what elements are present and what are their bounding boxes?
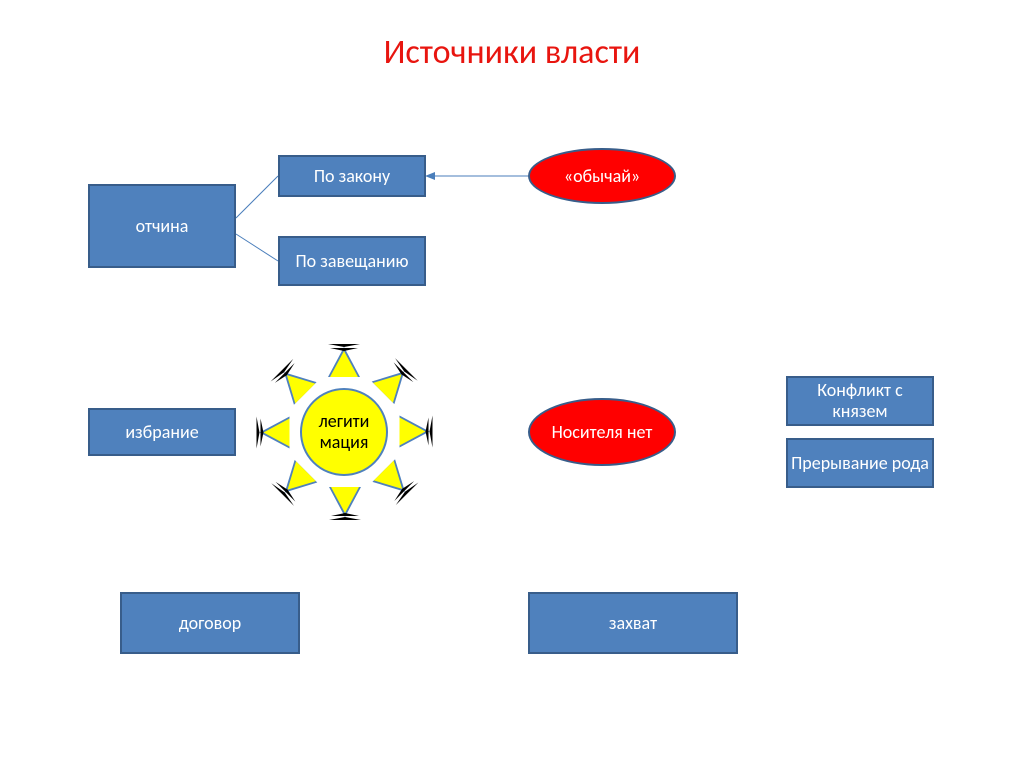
- node-label: легити мация: [302, 411, 386, 452]
- node-sun: легити мация: [256, 344, 432, 520]
- sun-ray-icon: [270, 358, 315, 403]
- node-election: избрание: [88, 408, 236, 456]
- node-seizure: захват: [528, 592, 738, 654]
- node-otchina: отчина: [88, 184, 236, 268]
- sun-center: легити мация: [300, 388, 388, 476]
- node-label: «обычай»: [564, 166, 640, 187]
- node-law: По закону: [278, 155, 426, 197]
- connector-line: [236, 176, 278, 218]
- sun-ray-icon: [328, 490, 361, 520]
- node-label: Конфликт с князем: [788, 380, 932, 421]
- diagram-canvas: Источники власти отчина По закону По зав…: [0, 0, 1024, 767]
- node-label: захват: [609, 613, 657, 634]
- node-label: Прерывание рода: [791, 453, 929, 474]
- node-lineage: Прерывание рода: [786, 438, 934, 488]
- node-carrier: Носителя нет: [528, 398, 676, 466]
- sun-ray-icon: [402, 416, 432, 449]
- node-custom: «обычай»: [528, 148, 676, 204]
- node-label: По закону: [314, 166, 390, 187]
- sun-ray-icon: [270, 461, 315, 506]
- node-testament: По завещанию: [278, 236, 426, 286]
- node-conflict: Конфликт с князем: [786, 376, 934, 426]
- node-label: договор: [179, 613, 241, 634]
- page-title: Источники власти: [0, 32, 1024, 73]
- sun-ray-icon: [328, 344, 361, 374]
- node-label: избрание: [125, 422, 198, 443]
- node-label: По завещанию: [295, 251, 408, 272]
- node-label: отчина: [136, 216, 189, 237]
- node-label: Носителя нет: [552, 422, 653, 443]
- sun-ray-icon: [373, 461, 418, 506]
- connector-line: [236, 234, 278, 261]
- node-contract: договор: [120, 592, 300, 654]
- sun-ray-icon: [373, 358, 418, 403]
- sun-ray-icon: [256, 416, 286, 449]
